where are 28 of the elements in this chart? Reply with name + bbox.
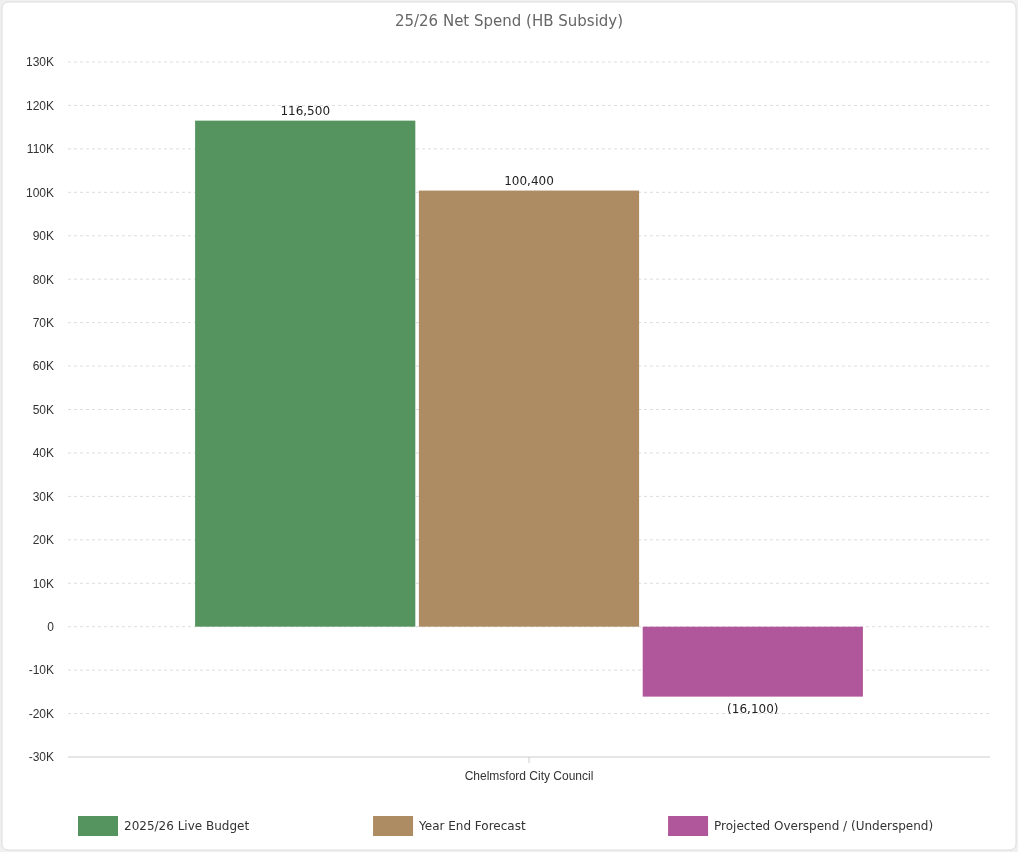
chart-title: 25/26 Net Spend (HB Subsidy)	[394, 12, 624, 30]
y-tick-label: 40K	[32, 446, 54, 461]
y-tick-label: -30K	[28, 750, 54, 765]
y-tick-label: 10K	[32, 576, 54, 591]
data-label: (16,100)	[727, 701, 779, 716]
y-tick-label: 120K	[25, 98, 54, 113]
y-tick-label: 110K	[26, 142, 54, 157]
legend-label: 2025/26 Live Budget	[124, 819, 250, 833]
data-label: 116,500	[280, 103, 331, 118]
y-tick-label: 60K	[32, 359, 54, 374]
y-tick-label: 0	[47, 620, 55, 635]
y-tick-label: -20K	[28, 706, 54, 721]
y-tick-label: 100K	[25, 185, 54, 200]
data-label: 100,400	[504, 173, 554, 188]
y-tick-label: 90K	[32, 229, 54, 244]
y-tick-label: 70K	[32, 315, 54, 330]
y-tick-label: 30K	[32, 489, 54, 504]
bar	[642, 626, 863, 697]
legend-label: Projected Overspend / (Underspend)	[714, 819, 934, 833]
x-tick-label: Chelmsford City Council	[464, 769, 594, 784]
legend-label: Year End Forecast	[418, 819, 526, 833]
y-tick-label: -10K	[28, 663, 54, 678]
y-tick-label: 80K	[32, 272, 54, 287]
y-tick-label: 20K	[32, 533, 54, 548]
bar	[195, 120, 416, 627]
y-tick-label: 50K	[32, 402, 54, 417]
y-tick-label: 130K	[25, 55, 54, 70]
bar	[418, 190, 640, 627]
